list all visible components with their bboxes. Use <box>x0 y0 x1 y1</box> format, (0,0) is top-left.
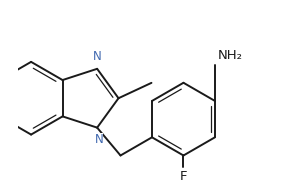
Text: F: F <box>180 170 187 183</box>
Text: NH₂: NH₂ <box>218 49 243 62</box>
Text: N: N <box>93 50 102 63</box>
Text: N: N <box>95 133 103 146</box>
